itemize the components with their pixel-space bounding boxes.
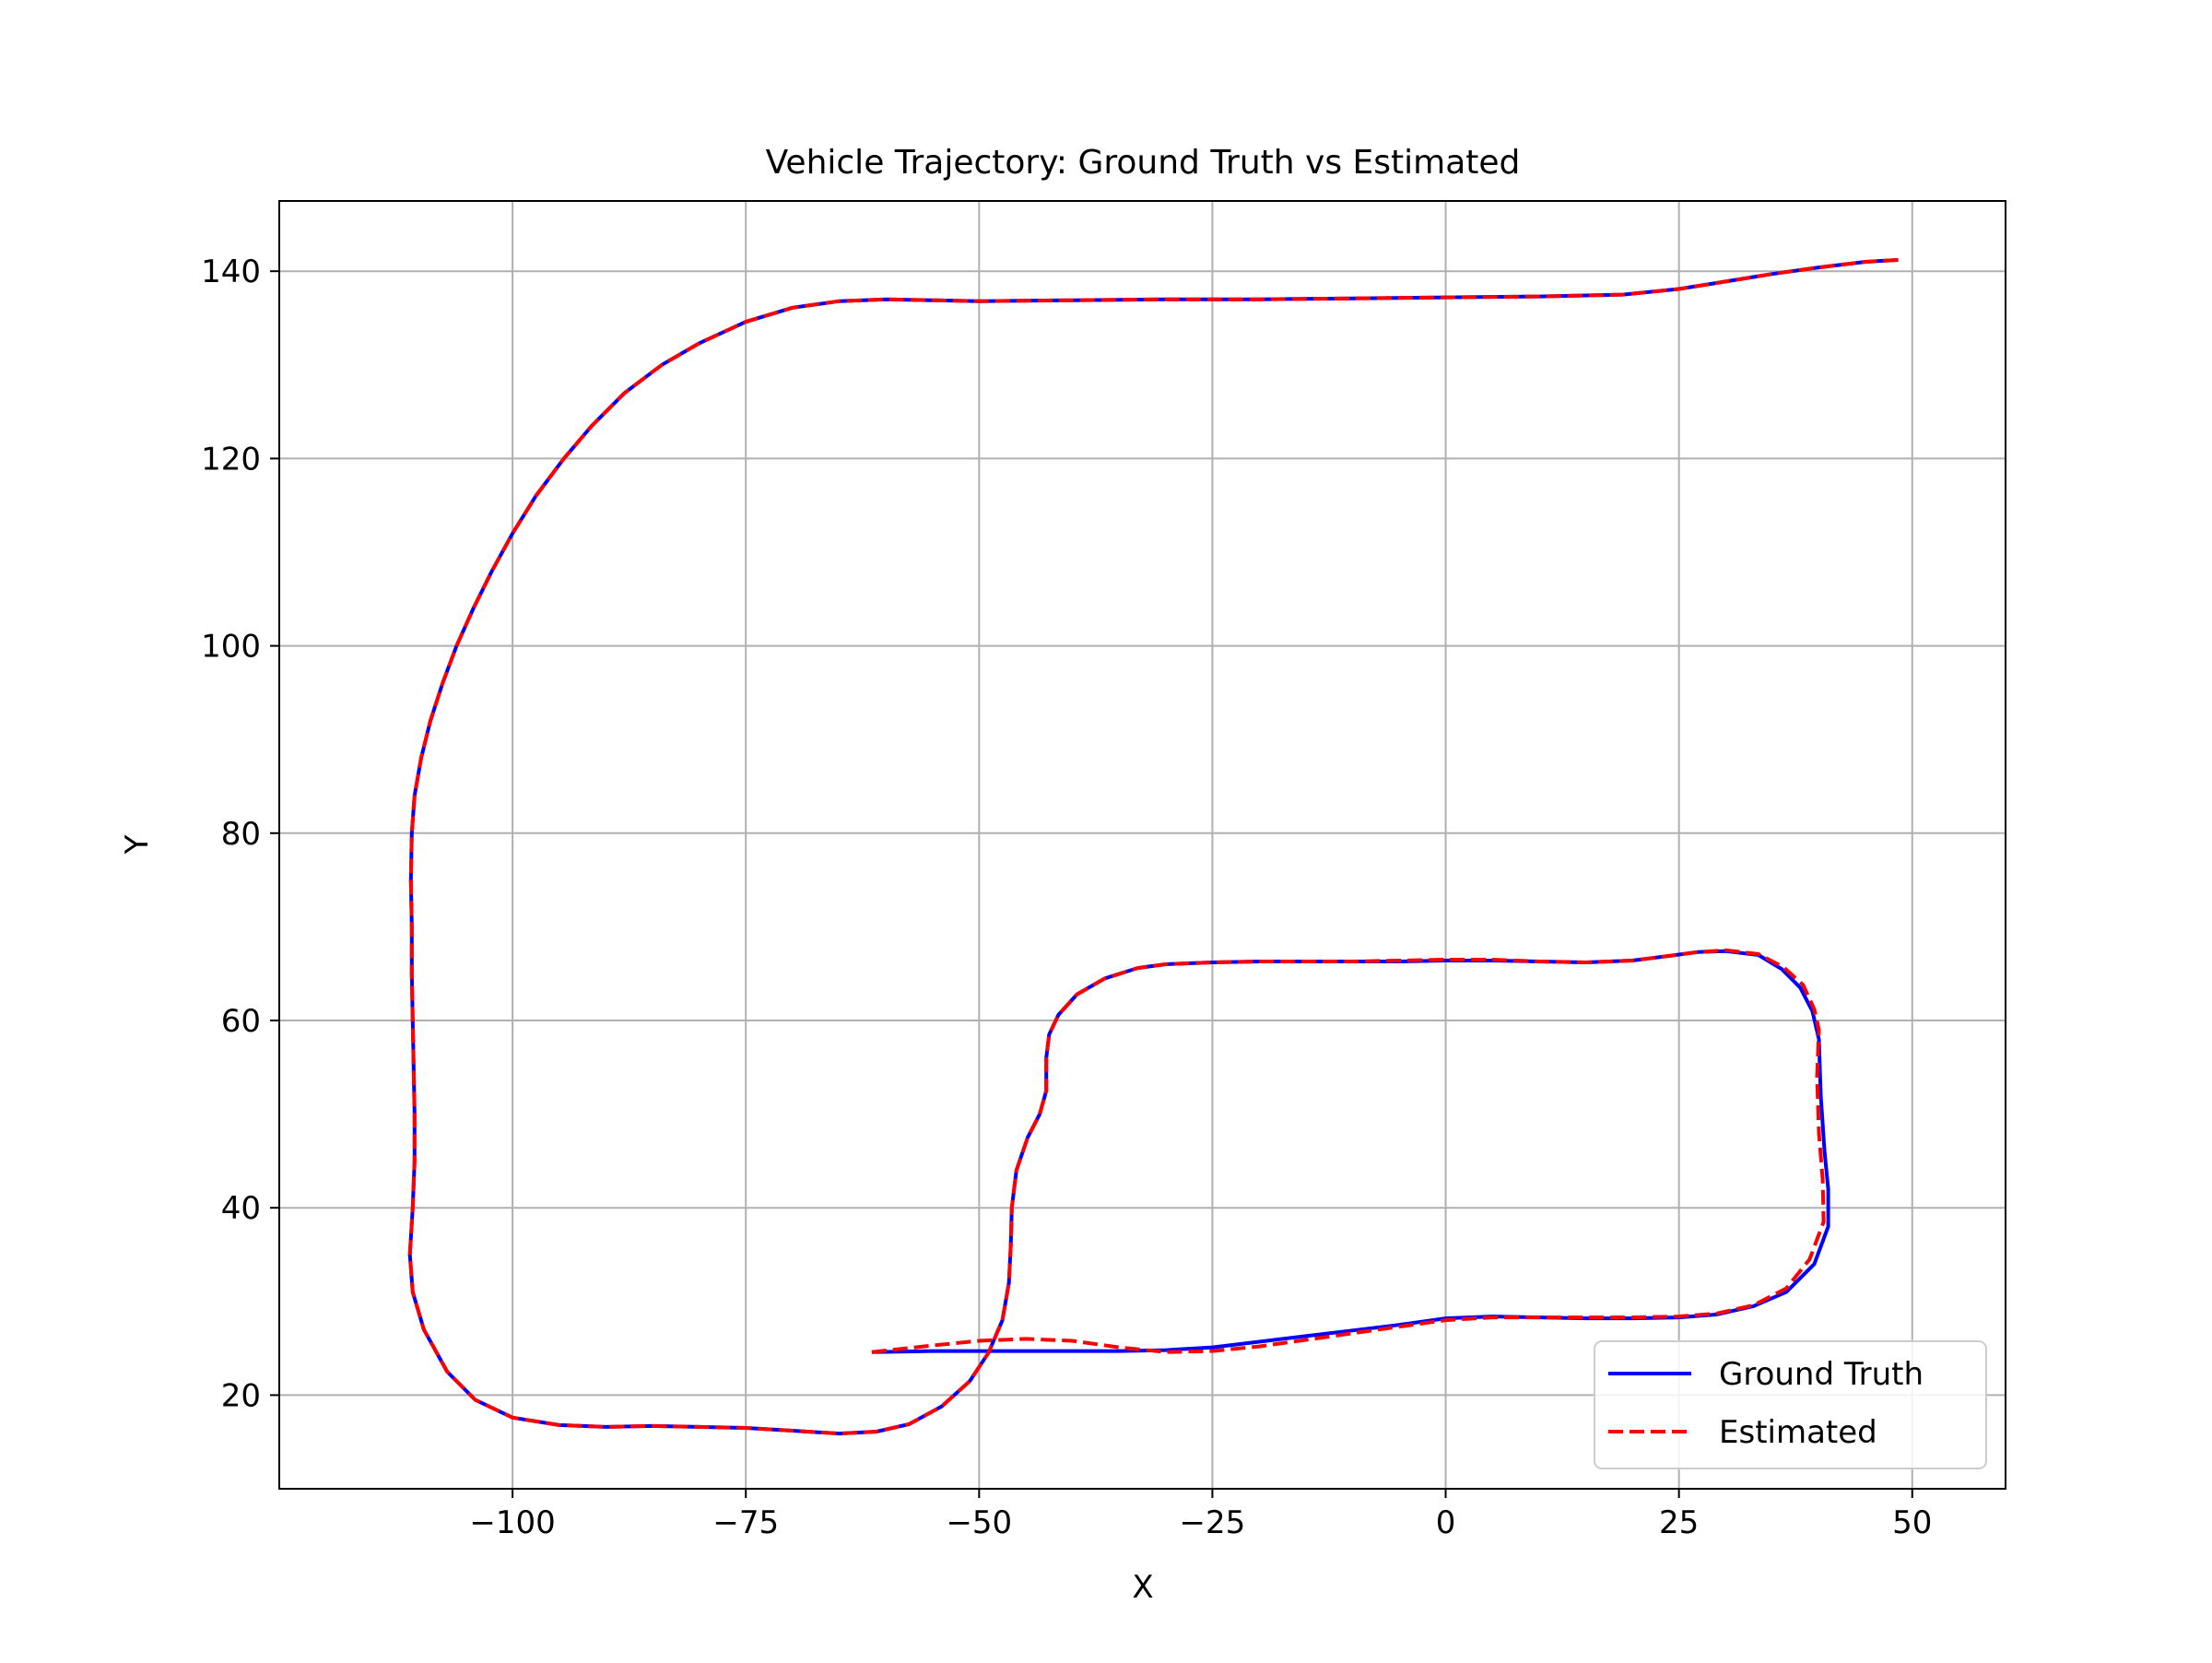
x-tick-label: 0 [1436,1504,1456,1541]
series-layer [407,258,1899,1436]
x-tick-label: −100 [469,1504,555,1541]
x-tick-label: −75 [712,1504,779,1541]
y-tick-label: 60 [221,1003,261,1040]
legend-box [1594,1340,1987,1469]
y-tick-label: 120 [201,441,261,478]
axis-ticks: −100 −75 −50 −25 0 25 50 20 40 60 80 100 120 140 [201,254,1932,1541]
chart-title: Vehicle Trajectory: Ground Truth vs Esti… [766,144,1521,182]
x-tick-label: −25 [1180,1504,1246,1541]
series-line-estimated [407,258,1899,1436]
y-axis-label: Y [119,834,156,855]
legend-label-ground-truth: Ground Truth [1719,1356,1924,1393]
y-tick-label: 40 [221,1190,261,1227]
x-tick-label: 50 [1892,1504,1932,1541]
legend: Ground Truth Estimated [1594,1340,1987,1469]
x-tick-label: −50 [946,1504,1012,1541]
legend-label-estimated: Estimated [1719,1414,1877,1451]
x-tick-label: 25 [1659,1504,1699,1541]
y-tick-label: 80 [221,816,261,853]
plot-area-frame [278,200,2006,1490]
y-tick-label: 100 [201,629,261,666]
grid-lines [279,201,2006,1489]
x-axis-label: X [1132,1569,1153,1606]
y-tick-label: 140 [201,254,261,290]
y-tick-label: 20 [221,1377,261,1414]
